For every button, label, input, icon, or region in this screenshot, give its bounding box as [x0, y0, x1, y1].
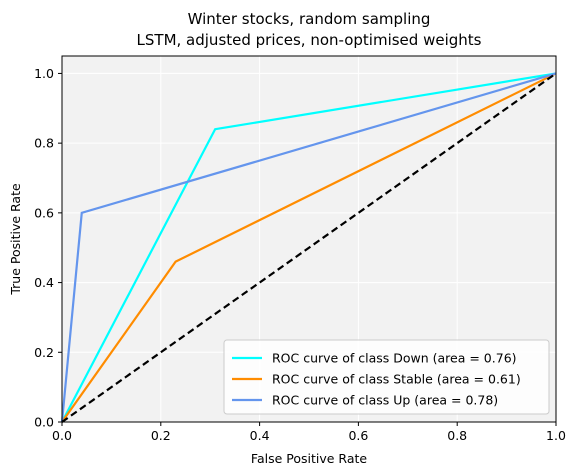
legend-label-1: ROC curve of class Stable (area = 0.61) [272, 372, 521, 387]
x-tick-label: 0.8 [447, 428, 467, 443]
y-tick-label: 0.0 [34, 415, 54, 430]
reference-diagonal-line [61, 72, 557, 423]
legend-label-0: ROC curve of class Down (area = 0.76) [272, 351, 517, 366]
x-tick-label: 0.2 [151, 428, 171, 443]
legend-box [223, 339, 550, 415]
plot-frame [61, 55, 557, 423]
y-axis-label: True Positive Rate [8, 183, 23, 296]
x-tick-label: 1.0 [546, 428, 566, 443]
series-line-0 [61, 72, 557, 423]
x-tick-label: 0.0 [52, 428, 72, 443]
x-tick-label: 0.4 [250, 428, 270, 443]
legend-label-2: ROC curve of class Up (area = 0.78) [272, 393, 498, 408]
y-tick-label: 0.6 [34, 205, 54, 220]
series-line-2 [60, 72, 557, 423]
y-tick-label: 1.0 [34, 66, 54, 81]
series-layer [60, 72, 557, 423]
y-tick-label: 0.8 [34, 136, 54, 151]
series-line-1 [61, 72, 557, 423]
axis-ticks: 0.0 0.2 0.4 0.6 0.8 1.0 0.0 0.2 0.4 0.6 0.8 1.0 [34, 66, 566, 443]
x-axis-label: False Positive Rate [251, 451, 367, 466]
legend: ROC curve of class Down (area = 0.76) ROC… [223, 339, 550, 415]
grid-lines [61, 56, 557, 423]
chart-title: Winter stocks, random sampling [188, 10, 431, 28]
chart-subtitle: LSTM, adjusted prices, non-optimised wei… [137, 31, 482, 49]
y-tick-label: 0.2 [34, 345, 54, 360]
x-tick-label: 0.6 [348, 428, 368, 443]
y-tick-label: 0.4 [34, 275, 54, 290]
